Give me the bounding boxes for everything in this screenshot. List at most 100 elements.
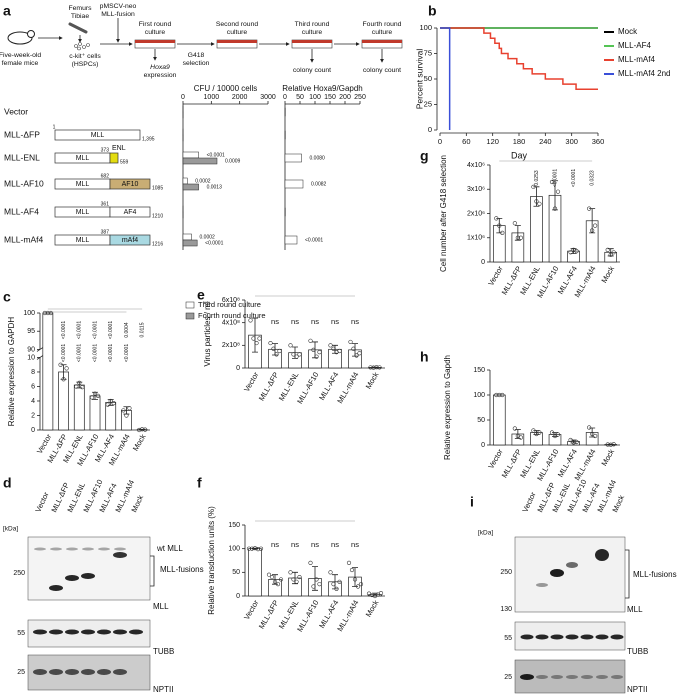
- data-point: [308, 338, 313, 343]
- blot-band: [113, 629, 127, 635]
- data-point: [515, 235, 520, 240]
- data-point: [288, 343, 293, 348]
- y-tick-label: 4x10⁸: [222, 320, 240, 327]
- y-tick-label: 0: [31, 427, 35, 434]
- construct-number: 559: [120, 159, 129, 165]
- blot-band: [113, 669, 127, 675]
- construct-number: 682: [101, 173, 110, 179]
- data-point: [42, 310, 47, 316]
- data-point: [317, 350, 322, 355]
- data-point: [587, 425, 592, 430]
- blot-band: [34, 547, 46, 551]
- x-tick-label: Mock: [364, 598, 381, 618]
- data-point: [58, 362, 63, 367]
- blot-band: [551, 675, 563, 679]
- y-tick-label: 0: [428, 125, 432, 134]
- y-tick-label: 50: [477, 417, 485, 424]
- data-point: [291, 352, 296, 357]
- band-label: MLL-fusions: [160, 565, 204, 574]
- bar: [284, 235, 298, 245]
- y-tick-label: 2: [31, 412, 35, 419]
- data-point: [255, 547, 261, 552]
- data-point: [537, 201, 542, 206]
- data-point: [611, 250, 616, 255]
- p-value: <0.0001: [124, 344, 130, 362]
- y-tick-label: 75: [424, 48, 432, 57]
- p-value: 0.0002: [195, 178, 211, 184]
- y-tick-label: 150: [473, 367, 485, 374]
- error-bar: [107, 399, 114, 406]
- bar: [182, 233, 192, 241]
- y-tick-label: 25: [424, 99, 432, 108]
- y-tick-label: 100: [23, 310, 35, 317]
- step-label: MLL-fusion: [101, 11, 135, 18]
- construct-number: 373: [101, 147, 110, 153]
- mw-marker: 55: [17, 630, 25, 637]
- blot-band: [81, 629, 95, 635]
- x-tick-label: Mock: [599, 447, 616, 467]
- data-point: [288, 570, 293, 575]
- blot-band: [82, 547, 94, 551]
- data-point: [105, 402, 110, 407]
- data-point: [534, 199, 539, 204]
- significance: ns: [351, 540, 359, 549]
- y-axis-label: Cell number after G418 selection: [439, 155, 448, 272]
- data-point: [549, 430, 555, 435]
- mouse-icon: [7, 31, 33, 45]
- step-label: colony count: [293, 67, 331, 74]
- step-label: Femurs: [68, 5, 92, 12]
- panel-letter: c: [3, 289, 11, 305]
- lane-label: Vector: [33, 490, 50, 514]
- x-tick-label: 0: [181, 94, 185, 101]
- data-point: [248, 318, 253, 323]
- data-point: [331, 346, 336, 351]
- construct-part: MLL: [76, 155, 90, 162]
- blot-band: [581, 675, 593, 679]
- error-bar: [607, 248, 614, 257]
- mw-marker: 25: [504, 674, 512, 681]
- blot-band: [595, 549, 609, 561]
- blot-membrane: [27, 536, 151, 601]
- data-point: [357, 351, 362, 356]
- data-point: [89, 395, 95, 400]
- y-tick-label: 10: [27, 354, 35, 361]
- data-point: [328, 570, 333, 575]
- p-value: 0.0082: [311, 181, 327, 187]
- data-point: [272, 579, 278, 584]
- construct-number: 361: [101, 201, 110, 207]
- blot-band: [595, 634, 609, 640]
- blot-band: [565, 634, 579, 640]
- data-point: [277, 348, 282, 354]
- y-tick-label: 1x10⁶: [467, 235, 485, 242]
- band-label: TUBB: [627, 647, 648, 656]
- blot-membrane: [514, 536, 626, 613]
- data-point: [571, 440, 576, 445]
- bar: [284, 153, 302, 163]
- data-point: [74, 384, 79, 389]
- y-tick-label: 150: [228, 522, 240, 529]
- data-point: [512, 426, 517, 431]
- chart-title: CFU / 10000 cells: [194, 84, 258, 93]
- blot-band: [566, 675, 578, 679]
- legend-label: Fourth round culture: [198, 311, 266, 320]
- y-tick-label: 0: [236, 365, 240, 372]
- p-value: <0.0001: [207, 152, 225, 158]
- data-point: [531, 428, 536, 433]
- data-point: [121, 408, 126, 413]
- x-tick-label: 200: [339, 94, 351, 101]
- data-point: [371, 365, 376, 370]
- lane-label: Mock: [610, 493, 626, 513]
- mw-marker: 130: [500, 606, 512, 613]
- construct-number: 1210: [152, 213, 163, 219]
- row-label: MLL-ΔFP: [4, 129, 40, 139]
- data-point: [494, 216, 499, 221]
- blot-band: [49, 585, 63, 591]
- x-tick-label: 50: [296, 94, 304, 101]
- data-point: [92, 391, 98, 396]
- step-label: pMSCV-neo: [100, 3, 137, 10]
- data-point: [518, 235, 523, 240]
- data-point: [314, 577, 319, 582]
- data-point: [269, 574, 275, 580]
- data-point: [351, 346, 356, 351]
- bracket: [625, 549, 630, 599]
